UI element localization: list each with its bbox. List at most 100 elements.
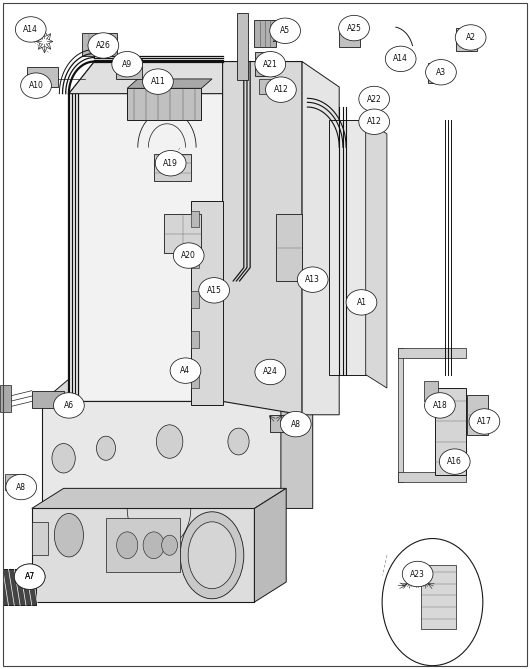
- Polygon shape: [191, 331, 199, 348]
- Ellipse shape: [188, 522, 236, 589]
- Ellipse shape: [14, 564, 45, 589]
- Text: A19: A19: [163, 159, 178, 168]
- Polygon shape: [424, 381, 438, 401]
- Ellipse shape: [15, 17, 46, 42]
- Ellipse shape: [359, 86, 390, 112]
- Polygon shape: [456, 28, 477, 51]
- Text: A5: A5: [280, 26, 290, 35]
- Ellipse shape: [455, 25, 486, 50]
- Polygon shape: [191, 211, 199, 227]
- Polygon shape: [254, 488, 286, 602]
- Circle shape: [117, 532, 138, 559]
- Text: A13: A13: [305, 275, 320, 284]
- Polygon shape: [26, 67, 58, 87]
- Text: A1: A1: [357, 298, 366, 307]
- Ellipse shape: [359, 109, 390, 134]
- Polygon shape: [0, 385, 11, 412]
- Polygon shape: [329, 120, 366, 375]
- Polygon shape: [254, 20, 276, 47]
- Ellipse shape: [339, 15, 369, 41]
- Ellipse shape: [143, 69, 173, 94]
- Ellipse shape: [14, 564, 45, 589]
- Text: A10: A10: [29, 81, 43, 90]
- Polygon shape: [106, 518, 180, 572]
- Text: A24: A24: [263, 367, 278, 377]
- Ellipse shape: [112, 52, 143, 77]
- Text: A17: A17: [477, 417, 492, 426]
- Polygon shape: [127, 88, 201, 120]
- Text: A11: A11: [151, 77, 165, 86]
- Ellipse shape: [426, 60, 456, 85]
- Polygon shape: [69, 62, 302, 94]
- Text: A26: A26: [96, 41, 111, 50]
- Text: A7: A7: [24, 572, 35, 581]
- Text: A8: A8: [291, 419, 301, 429]
- Text: A14: A14: [23, 25, 38, 34]
- Circle shape: [162, 535, 178, 555]
- Circle shape: [156, 425, 183, 458]
- Text: A14: A14: [393, 54, 408, 64]
- Polygon shape: [237, 13, 248, 80]
- Polygon shape: [32, 488, 286, 508]
- Polygon shape: [3, 569, 36, 605]
- Ellipse shape: [170, 358, 201, 383]
- Polygon shape: [32, 522, 48, 555]
- Polygon shape: [366, 120, 387, 388]
- Ellipse shape: [270, 18, 301, 43]
- Text: A22: A22: [367, 94, 382, 104]
- Ellipse shape: [155, 151, 186, 176]
- Ellipse shape: [266, 77, 296, 102]
- Text: A4: A4: [180, 366, 191, 375]
- Ellipse shape: [54, 393, 84, 418]
- Polygon shape: [116, 59, 142, 79]
- Ellipse shape: [173, 243, 204, 268]
- Text: A21: A21: [263, 60, 278, 69]
- Polygon shape: [32, 391, 64, 408]
- Polygon shape: [339, 27, 360, 47]
- Polygon shape: [276, 214, 302, 281]
- Ellipse shape: [6, 474, 37, 500]
- Polygon shape: [191, 371, 199, 388]
- Ellipse shape: [21, 73, 51, 98]
- Ellipse shape: [297, 267, 328, 292]
- Polygon shape: [435, 388, 466, 475]
- Polygon shape: [82, 33, 117, 56]
- Ellipse shape: [255, 52, 286, 77]
- Polygon shape: [32, 508, 254, 602]
- Polygon shape: [127, 79, 212, 88]
- Circle shape: [96, 436, 116, 460]
- Text: A23: A23: [410, 569, 425, 579]
- Polygon shape: [428, 63, 445, 83]
- Polygon shape: [421, 565, 456, 629]
- Polygon shape: [398, 472, 466, 482]
- Text: A6: A6: [64, 401, 74, 410]
- Text: A12: A12: [273, 85, 288, 94]
- Polygon shape: [302, 62, 339, 415]
- Circle shape: [143, 532, 164, 559]
- Ellipse shape: [180, 512, 244, 599]
- Ellipse shape: [439, 449, 470, 474]
- Text: A9: A9: [122, 60, 132, 69]
- Text: A8: A8: [16, 482, 26, 492]
- Polygon shape: [398, 348, 466, 358]
- Polygon shape: [191, 291, 199, 308]
- Text: A7: A7: [24, 572, 35, 581]
- Text: A12: A12: [367, 117, 382, 126]
- Ellipse shape: [88, 33, 119, 58]
- Polygon shape: [223, 62, 302, 415]
- Circle shape: [382, 539, 483, 666]
- Polygon shape: [259, 79, 273, 94]
- Polygon shape: [154, 154, 191, 181]
- Text: A3: A3: [436, 68, 446, 77]
- Ellipse shape: [402, 561, 433, 587]
- Ellipse shape: [346, 290, 377, 315]
- Text: A16: A16: [447, 457, 462, 466]
- Circle shape: [228, 428, 249, 455]
- Text: A18: A18: [432, 401, 447, 410]
- Ellipse shape: [199, 278, 229, 303]
- Text: A25: A25: [347, 23, 361, 33]
- Ellipse shape: [54, 514, 84, 557]
- Ellipse shape: [280, 411, 311, 437]
- Circle shape: [52, 444, 75, 473]
- Polygon shape: [467, 395, 488, 435]
